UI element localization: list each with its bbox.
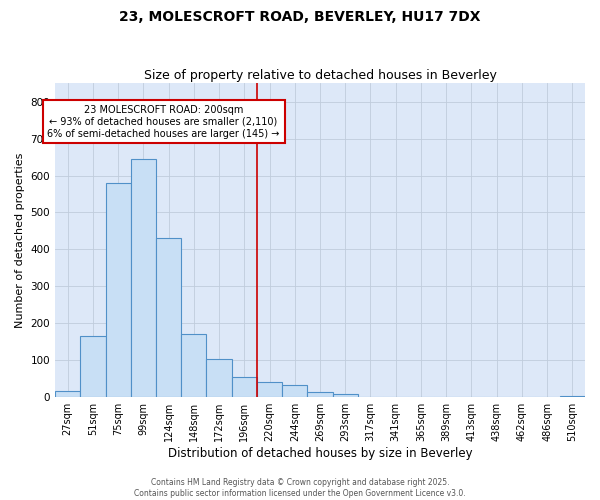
Bar bbox=[106, 183, 131, 397]
Text: 23 MOLESCROFT ROAD: 200sqm
← 93% of detached houses are smaller (2,110)
6% of se: 23 MOLESCROFT ROAD: 200sqm ← 93% of deta… bbox=[47, 106, 280, 138]
Bar bbox=[307, 392, 332, 397]
Bar bbox=[80, 336, 106, 397]
Bar bbox=[257, 382, 282, 397]
Text: 23, MOLESCROFT ROAD, BEVERLEY, HU17 7DX: 23, MOLESCROFT ROAD, BEVERLEY, HU17 7DX bbox=[119, 10, 481, 24]
Bar bbox=[332, 394, 358, 397]
Bar bbox=[560, 396, 585, 397]
Bar bbox=[181, 334, 206, 397]
Bar bbox=[131, 159, 156, 397]
X-axis label: Distribution of detached houses by size in Beverley: Distribution of detached houses by size … bbox=[168, 447, 472, 460]
Bar bbox=[156, 238, 181, 397]
Title: Size of property relative to detached houses in Beverley: Size of property relative to detached ho… bbox=[143, 69, 496, 82]
Y-axis label: Number of detached properties: Number of detached properties bbox=[15, 152, 25, 328]
Text: Contains HM Land Registry data © Crown copyright and database right 2025.
Contai: Contains HM Land Registry data © Crown c… bbox=[134, 478, 466, 498]
Bar bbox=[282, 386, 307, 397]
Bar bbox=[206, 359, 232, 397]
Bar bbox=[55, 391, 80, 397]
Bar bbox=[232, 377, 257, 397]
